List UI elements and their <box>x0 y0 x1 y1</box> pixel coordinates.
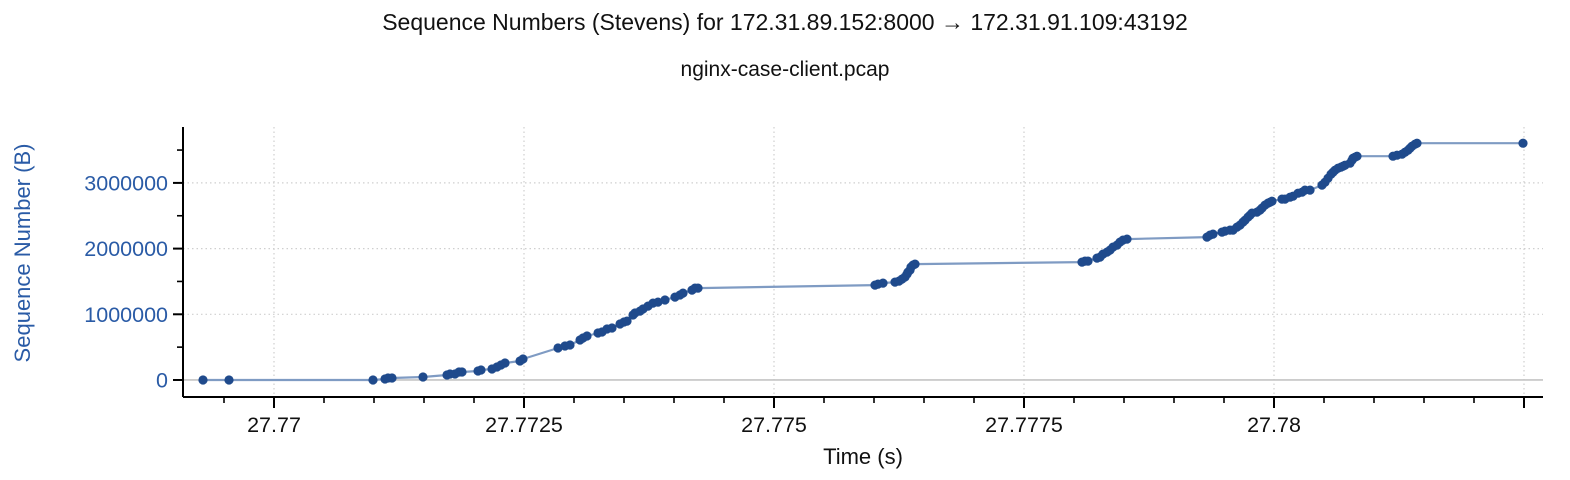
data-point <box>1412 138 1422 148</box>
data-point <box>878 278 888 288</box>
data-point <box>678 288 688 298</box>
data-point <box>457 367 467 377</box>
y-tick-label: 2000000 <box>84 237 168 261</box>
data-point <box>1122 234 1132 244</box>
x-tick-label: 27.78 <box>1247 413 1301 437</box>
x-tick-label: 27.77 <box>247 413 301 437</box>
y-tick-label: 1000000 <box>84 303 168 327</box>
x-tick-label: 27.775 <box>741 413 807 437</box>
data-point <box>1305 185 1315 195</box>
data-point <box>1208 229 1218 239</box>
chart-subtitle: nginx-case-client.pcap <box>681 58 890 81</box>
data-point <box>653 297 663 307</box>
data-point <box>368 375 378 385</box>
x-axis-label: Time (s) <box>823 444 903 469</box>
data-point <box>476 365 486 375</box>
y-axis-label: Sequence Number (B) <box>10 144 35 363</box>
gridlines <box>183 127 1543 397</box>
data-point <box>500 358 510 368</box>
data-point <box>693 283 703 293</box>
data-point <box>224 375 234 385</box>
data-point <box>518 354 528 364</box>
x-tick-label: 27.7725 <box>485 413 563 437</box>
y-tick-label: 0 <box>156 368 168 392</box>
data-point <box>622 316 632 326</box>
data-point <box>198 375 208 385</box>
data-point <box>660 295 670 305</box>
data-point <box>582 331 592 341</box>
data-point <box>553 343 563 353</box>
data-point <box>418 372 428 382</box>
data-series <box>198 138 1528 385</box>
x-tick-label: 27.7775 <box>985 413 1063 437</box>
data-point <box>565 340 575 350</box>
data-point <box>910 259 920 269</box>
data-point <box>387 373 397 383</box>
data-point <box>1518 138 1528 148</box>
data-point <box>1083 256 1093 266</box>
data-point <box>1267 196 1277 206</box>
data-point <box>1352 151 1362 161</box>
y-tick-label: 3000000 <box>84 171 168 195</box>
chart-title: Sequence Numbers (Stevens) for 172.31.89… <box>382 9 1188 35</box>
data-point <box>607 323 617 333</box>
axes: 27.77 27.7725 27.775 27.7775 27.78 0 1000000 20… <box>84 127 1543 437</box>
